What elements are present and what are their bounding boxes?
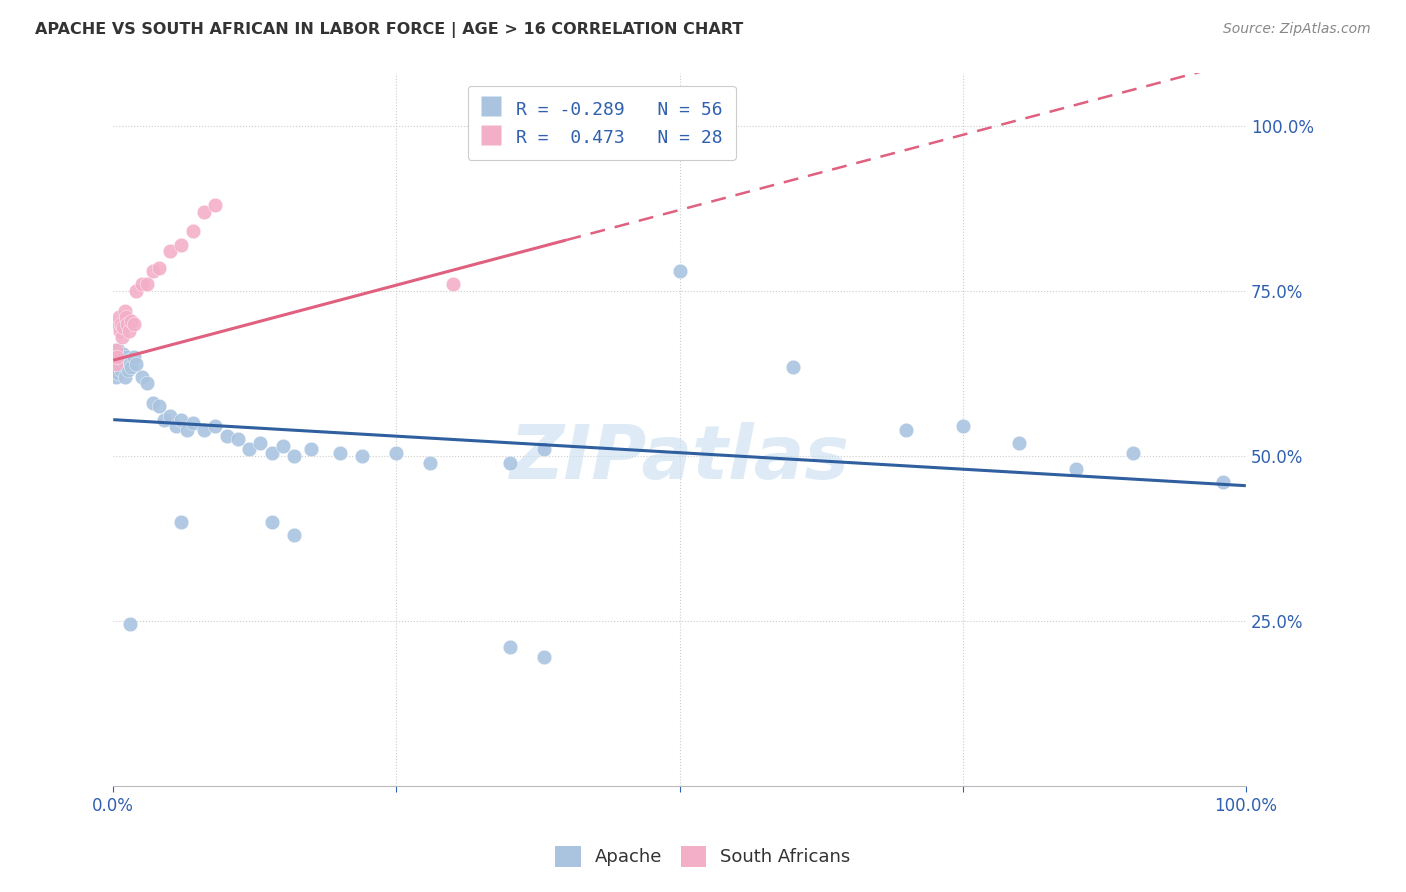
Point <box>1212 475 1234 490</box>
Point <box>136 376 159 391</box>
Point <box>329 445 352 459</box>
Point <box>1064 462 1087 476</box>
Point <box>107 317 129 331</box>
Point <box>181 416 204 430</box>
Point <box>105 359 128 374</box>
Point <box>782 359 804 374</box>
Point <box>120 617 142 632</box>
Point <box>131 369 153 384</box>
Point <box>1122 445 1144 459</box>
Point <box>668 264 690 278</box>
Text: Source: ZipAtlas.com: Source: ZipAtlas.com <box>1223 22 1371 37</box>
Text: ZIPatlas: ZIPatlas <box>509 422 849 494</box>
Point <box>283 528 305 542</box>
Point <box>122 350 145 364</box>
Point <box>108 310 131 325</box>
Point <box>110 363 132 377</box>
Point <box>159 244 181 259</box>
Point <box>115 317 138 331</box>
Point <box>301 442 323 457</box>
Point <box>498 456 520 470</box>
Point <box>103 350 125 364</box>
Point <box>352 449 374 463</box>
Point <box>108 346 131 360</box>
Point <box>125 357 148 371</box>
Point <box>204 419 226 434</box>
Point <box>283 449 305 463</box>
Point <box>226 433 249 447</box>
Point <box>153 412 176 426</box>
Point <box>112 346 135 360</box>
Point <box>108 357 131 371</box>
Point <box>170 412 193 426</box>
Point <box>104 357 127 371</box>
Text: APACHE VS SOUTH AFRICAN IN LABOR FORCE | AGE > 16 CORRELATION CHART: APACHE VS SOUTH AFRICAN IN LABOR FORCE |… <box>35 22 744 38</box>
Point <box>108 324 131 338</box>
Point <box>108 350 131 364</box>
Point <box>170 237 193 252</box>
Point <box>193 423 215 437</box>
Point <box>117 363 139 377</box>
Point <box>118 353 141 368</box>
Point <box>170 515 193 529</box>
Point <box>148 260 170 275</box>
Point <box>103 357 125 371</box>
Point <box>533 145 555 160</box>
Point <box>105 343 128 358</box>
Point <box>115 350 138 364</box>
Point <box>131 277 153 292</box>
Point <box>105 350 128 364</box>
Point <box>165 419 187 434</box>
Point <box>952 419 974 434</box>
Point <box>107 343 129 358</box>
Point <box>533 442 555 457</box>
Point <box>142 396 165 410</box>
Point <box>181 224 204 238</box>
Point <box>159 409 181 424</box>
Point <box>260 445 283 459</box>
Legend: Apache, South Africans: Apache, South Africans <box>548 838 858 874</box>
Point <box>114 303 136 318</box>
Point <box>120 313 142 327</box>
Point <box>107 367 129 381</box>
Point <box>215 429 238 443</box>
Point <box>419 456 441 470</box>
Point <box>114 357 136 371</box>
Point <box>120 359 142 374</box>
Point <box>249 435 271 450</box>
Point <box>136 277 159 292</box>
Point <box>120 357 142 371</box>
Point <box>204 198 226 212</box>
Point <box>260 515 283 529</box>
Point <box>894 423 917 437</box>
Point <box>118 324 141 338</box>
Point <box>125 284 148 298</box>
Point <box>1008 435 1031 450</box>
Point <box>110 317 132 331</box>
Legend: R = -0.289   N = 56, R =  0.473   N = 28: R = -0.289 N = 56, R = 0.473 N = 28 <box>468 86 735 160</box>
Point <box>104 369 127 384</box>
Point <box>104 343 127 358</box>
Point <box>193 204 215 219</box>
Point <box>114 310 136 325</box>
Point <box>148 400 170 414</box>
Point <box>498 640 520 655</box>
Point <box>271 439 294 453</box>
Point <box>441 277 464 292</box>
Point <box>111 330 134 344</box>
Point <box>111 353 134 368</box>
Point <box>122 317 145 331</box>
Point <box>176 423 198 437</box>
Point <box>114 369 136 384</box>
Point <box>104 350 127 364</box>
Y-axis label: In Labor Force | Age > 16: In Labor Force | Age > 16 <box>0 332 8 527</box>
Point <box>142 264 165 278</box>
Point <box>238 442 260 457</box>
Point <box>385 445 408 459</box>
Point <box>533 650 555 665</box>
Point <box>112 320 135 334</box>
